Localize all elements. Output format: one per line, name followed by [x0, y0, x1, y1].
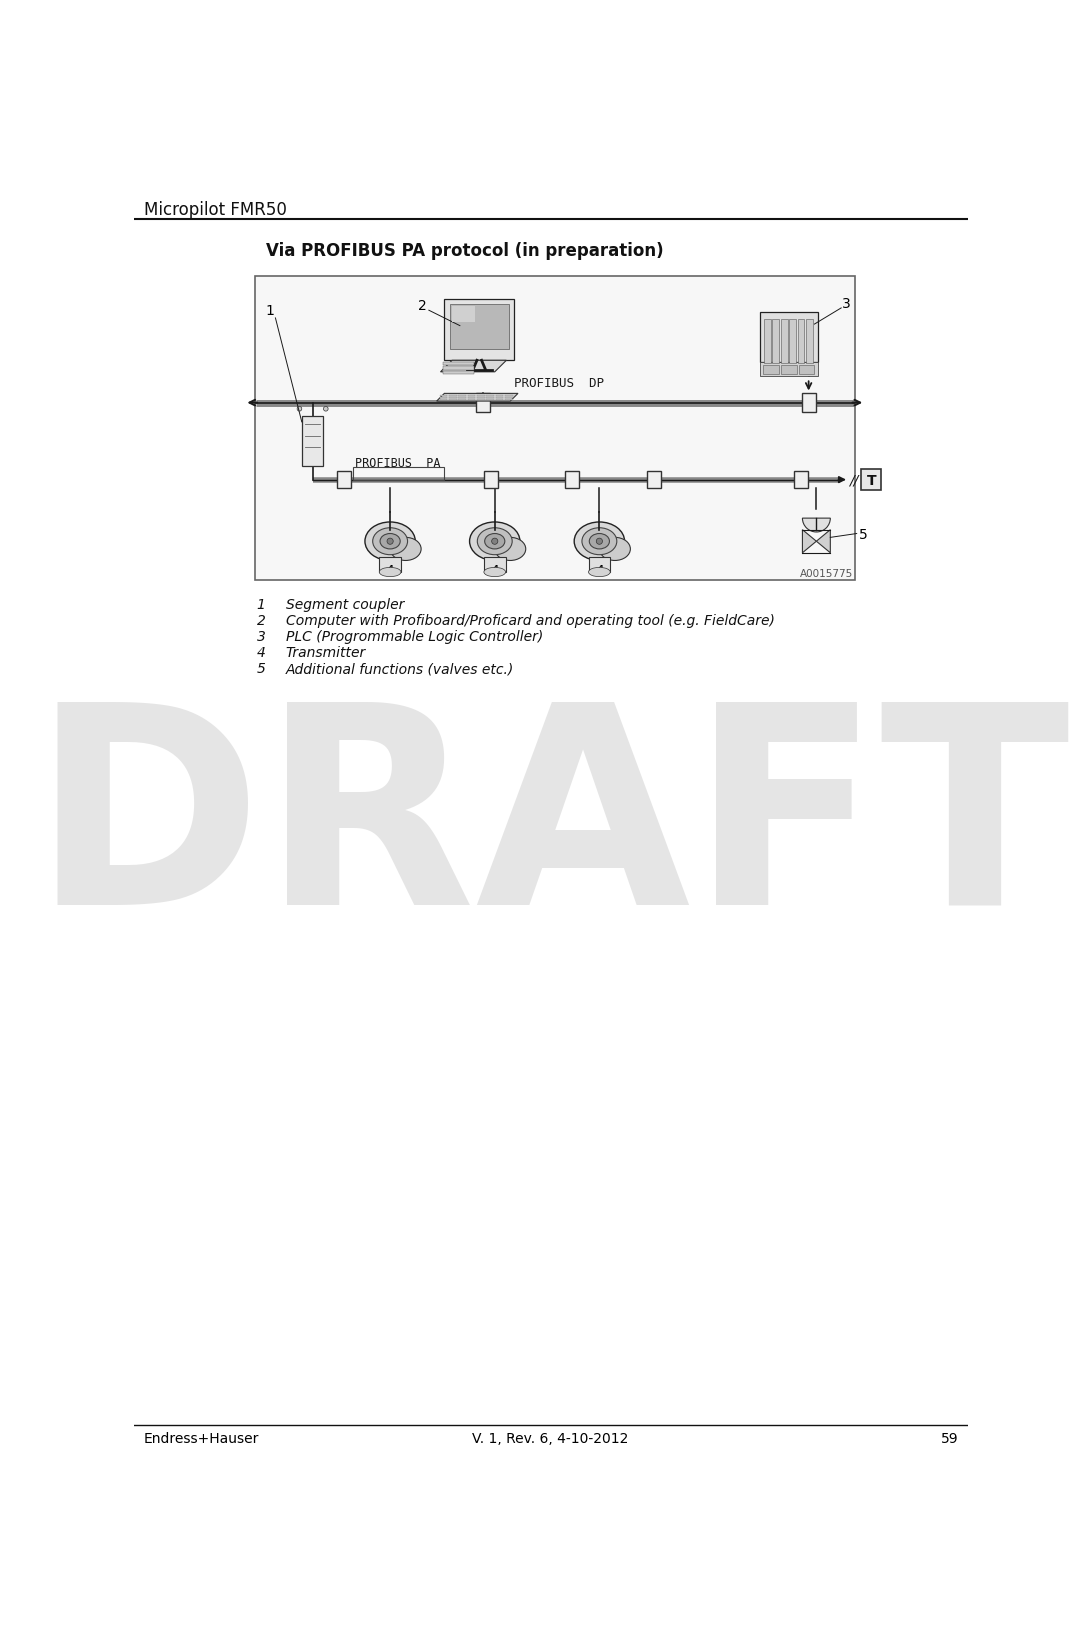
Bar: [789, 319, 797, 363]
Circle shape: [297, 408, 302, 412]
Text: 2: 2: [418, 298, 427, 313]
Bar: [255, 277, 855, 580]
Circle shape: [324, 408, 328, 412]
Polygon shape: [441, 362, 506, 373]
Circle shape: [491, 540, 498, 544]
Text: 1: 1: [257, 597, 266, 611]
Ellipse shape: [588, 567, 611, 577]
Text: 5: 5: [859, 526, 868, 541]
Text: Computer with Profiboard/Proficard and operating tool (e.g. FieldCare): Computer with Profiboard/Proficard and o…: [286, 613, 774, 628]
Ellipse shape: [364, 523, 415, 561]
Bar: [802, 394, 816, 412]
Ellipse shape: [379, 567, 401, 577]
Bar: [353, 468, 444, 481]
Text: Via PROFIBUS PA protocol (in preparation): Via PROFIBUS PA protocol (in preparation…: [267, 241, 663, 261]
Text: //: //: [849, 473, 858, 487]
Text: 59: 59: [941, 1431, 958, 1446]
Polygon shape: [802, 530, 816, 554]
Text: Transmitter: Transmitter: [286, 645, 366, 660]
Text: PLC (Progrommable Logic Controller): PLC (Progrommable Logic Controller): [286, 629, 543, 644]
Text: 4: 4: [594, 564, 604, 579]
Bar: [782, 365, 797, 375]
Bar: [449, 305, 508, 349]
Bar: [806, 319, 813, 363]
Text: Additional functions (valves etc.): Additional functions (valves etc.): [286, 662, 514, 676]
Ellipse shape: [574, 523, 625, 561]
Text: Micropilot FMR50: Micropilot FMR50: [144, 200, 287, 218]
Polygon shape: [816, 530, 830, 554]
Text: 1: 1: [266, 305, 274, 318]
Bar: [773, 319, 779, 363]
Bar: [336, 471, 350, 489]
Ellipse shape: [485, 535, 505, 549]
Ellipse shape: [381, 535, 400, 549]
Text: PROFIBUS  PA: PROFIBUS PA: [355, 456, 441, 469]
Bar: [760, 363, 818, 377]
Bar: [799, 365, 815, 375]
Text: V. 1, Rev. 6, 4-10-2012: V. 1, Rev. 6, 4-10-2012: [472, 1431, 629, 1446]
Bar: [444, 300, 514, 362]
Bar: [484, 557, 505, 572]
Bar: [798, 319, 804, 363]
Text: Endress+Hauser: Endress+Hauser: [144, 1431, 259, 1446]
Text: 4: 4: [386, 564, 395, 579]
Ellipse shape: [390, 538, 421, 561]
Bar: [476, 394, 490, 412]
Circle shape: [597, 540, 602, 544]
Bar: [565, 471, 579, 489]
Bar: [647, 471, 661, 489]
Ellipse shape: [494, 538, 526, 561]
Ellipse shape: [484, 567, 505, 577]
Bar: [302, 417, 324, 466]
Ellipse shape: [470, 523, 520, 561]
Bar: [443, 367, 474, 370]
Bar: [763, 365, 778, 375]
Text: DRAFT: DRAFT: [31, 691, 1070, 962]
Bar: [760, 313, 818, 363]
Text: 4: 4: [257, 645, 266, 660]
Bar: [484, 471, 498, 489]
Bar: [780, 319, 788, 363]
Bar: [443, 362, 474, 365]
Ellipse shape: [582, 528, 617, 556]
Ellipse shape: [373, 528, 407, 556]
Text: 3: 3: [842, 297, 850, 310]
Text: 2: 2: [257, 613, 266, 628]
Bar: [794, 471, 807, 489]
Bar: [453, 306, 475, 323]
Text: PROFIBUS  DP: PROFIBUS DP: [514, 377, 604, 390]
Bar: [764, 319, 771, 363]
Text: A0015775: A0015775: [800, 569, 852, 579]
Ellipse shape: [600, 538, 630, 561]
Polygon shape: [436, 394, 518, 403]
Text: 3: 3: [257, 629, 266, 644]
Bar: [588, 557, 611, 572]
Text: 4: 4: [490, 564, 499, 579]
Text: T: T: [866, 473, 876, 487]
Ellipse shape: [589, 535, 610, 549]
Text: 5: 5: [257, 662, 266, 676]
Ellipse shape: [477, 528, 512, 556]
Circle shape: [387, 540, 393, 544]
Bar: [443, 372, 474, 375]
Text: Segment coupler: Segment coupler: [286, 597, 404, 611]
Bar: [379, 557, 401, 572]
Bar: [861, 469, 882, 491]
Wedge shape: [802, 518, 830, 533]
